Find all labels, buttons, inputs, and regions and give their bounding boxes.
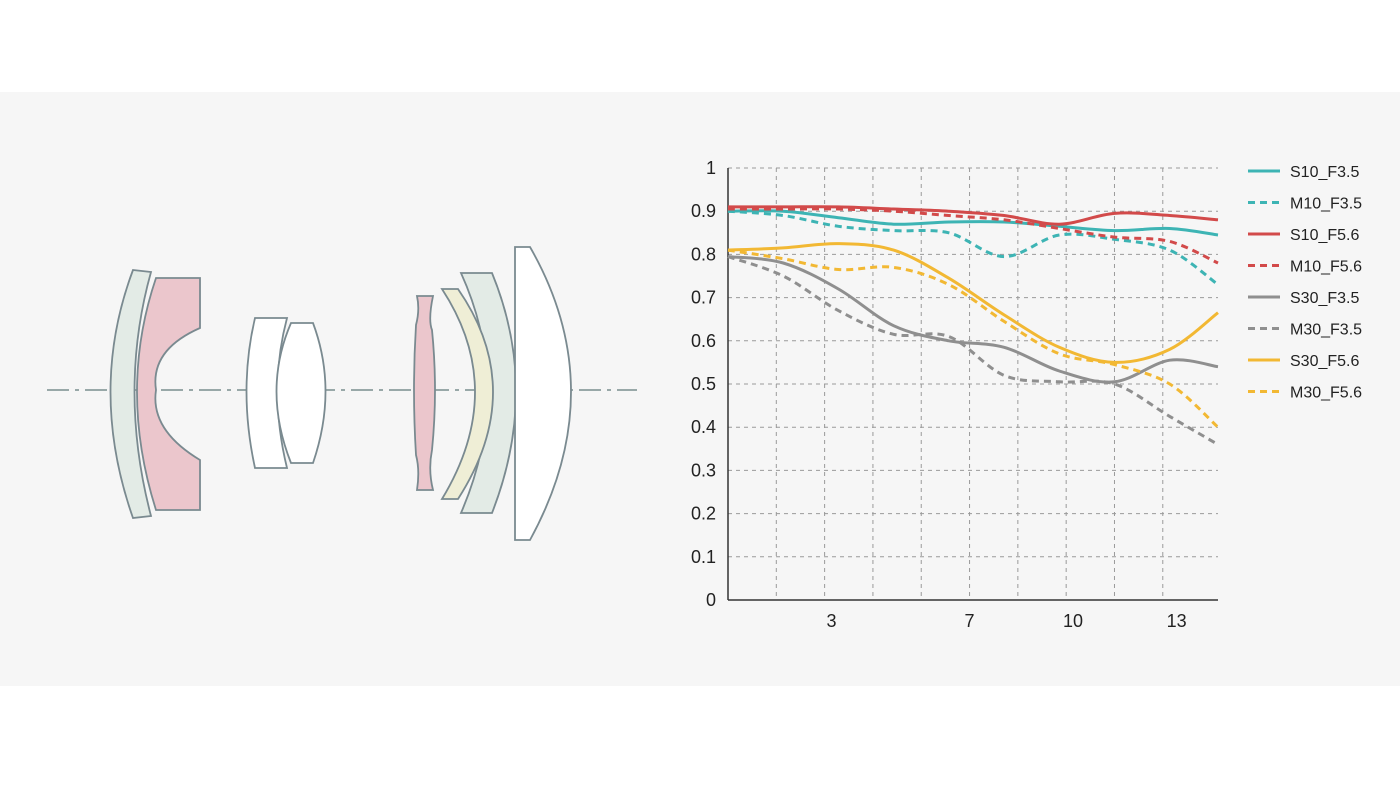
legend-label: M30_F3.5 (1290, 322, 1362, 339)
y-tick-label: 0.7 (691, 288, 716, 308)
series-line-s10-f5-6 (727, 205, 1219, 226)
legend-label: M10_F5.6 (1290, 259, 1362, 276)
series-line-s10-f3-5 (727, 209, 1219, 237)
y-tick-label: 0.5 (691, 374, 716, 394)
lens-diagram (47, 246, 637, 541)
series-line-s30-f3-5 (727, 255, 1219, 384)
y-tick-label: 0 (706, 590, 716, 610)
lens-element-8 (514, 246, 572, 541)
x-tick-label: 10 (1063, 611, 1083, 631)
background-band (0, 92, 1400, 686)
series-line-m30-f3-5 (727, 255, 1219, 446)
legend-label: S30_F3.5 (1290, 290, 1359, 307)
lens-element-4 (275, 322, 327, 464)
y-tick-label: 0.4 (691, 417, 716, 437)
y-tick-label: 0.9 (691, 201, 716, 221)
y-tick-label: 0.8 (691, 244, 716, 264)
lens-element-2 (136, 277, 201, 511)
legend-label: M30_F5.6 (1290, 385, 1362, 402)
legend-label: S10_F3.5 (1290, 164, 1359, 181)
series-line-m30-f5-6 (727, 248, 1220, 429)
x-tick-label: 3 (827, 611, 837, 631)
y-tick-label: 0.1 (691, 547, 716, 567)
lens-element-1 (109, 269, 153, 519)
y-tick-label: 1 (706, 158, 716, 178)
legend-label: S30_F5.6 (1290, 353, 1359, 370)
y-tick-label: 0.3 (691, 460, 716, 480)
y-tick-label: 0.6 (691, 331, 716, 351)
legend: S10_F3.5 M10_F3.5 S10_F5.6 M10_F5.6 S30_F3.5… (1248, 164, 1362, 402)
y-tick-label: 0.2 (691, 504, 716, 524)
lens-element-5 (413, 295, 436, 491)
x-tick-label: 13 (1167, 611, 1187, 631)
series-line-s30-f5-6 (727, 242, 1219, 364)
mtf-chart: 00.10.20.30.40.50.60.70.80.913 7 10 13S10_F… (691, 158, 1362, 631)
x-tick-label: 7 (965, 611, 975, 631)
series-line-m10-f3-5 (727, 209, 1219, 286)
legend-label: M10_F3.5 (1290, 196, 1362, 213)
lens-element-7 (440, 288, 494, 500)
legend-label: S10_F5.6 (1290, 227, 1359, 244)
